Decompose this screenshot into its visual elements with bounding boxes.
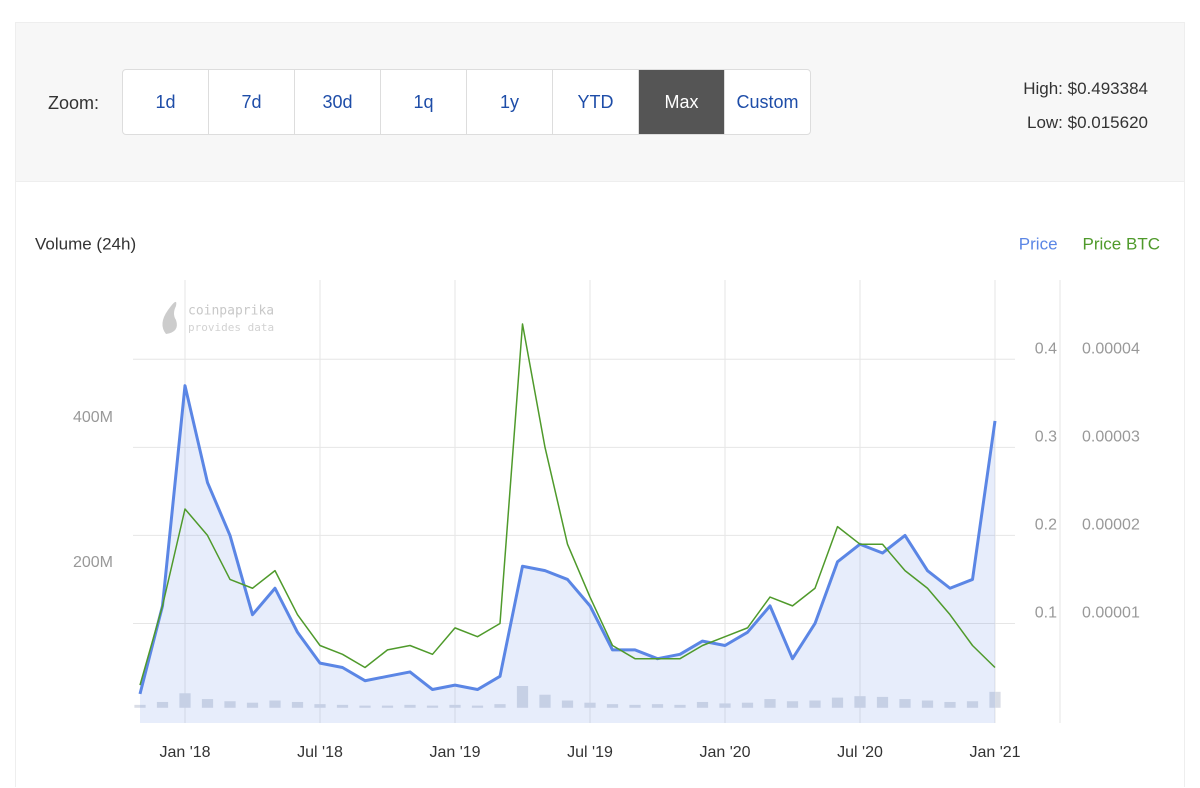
price-area [140,385,995,723]
volume-bar [449,704,461,708]
volume-bar [989,691,1001,708]
grid [133,280,1015,723]
x-tick-label: Jan '18 [159,744,210,761]
x-tick-label: Jul '20 [837,744,883,761]
volume-bar [899,699,911,708]
volume-bar [584,702,596,708]
y2-tick-label: 0.2 [1035,517,1057,534]
volume-bar [764,699,776,708]
volume-bar [786,701,799,708]
volume-bar [179,693,191,708]
y3-tick-label: 0.00003 [1082,429,1140,446]
volume-bar [246,702,259,708]
volume-bar [404,704,416,708]
y2-tick-label: 0.1 [1035,605,1057,622]
volume-bar [516,686,529,708]
watermark [162,301,177,334]
watermark-text: coinpaprika [188,304,274,319]
x-tick-label: Jan '21 [969,744,1020,761]
volume-bar [314,704,326,708]
volume-bar [426,705,439,708]
zoom-button[interactable]: 30d [295,70,381,134]
card: Zoom: 1d 7d 30d 1q 1y YTD Max Custom High: $0.4… [15,22,1185,787]
watermark-text: provides data [188,321,274,334]
zoom-label: Zoom: [48,93,100,113]
volume-bar [719,703,731,708]
volume-bar [494,704,506,708]
x-tick-label: Jan '19 [429,744,480,761]
volume-bar [224,701,236,708]
y2-tick-label: 0.4 [1035,340,1057,357]
zoom-button[interactable]: 1y [467,70,553,134]
price-line [138,384,997,695]
zoom-button[interactable]: 1d [123,70,209,134]
watermark-logo [162,301,177,334]
legend-item: Price BTC [1083,234,1160,253]
volume-bar [696,701,709,708]
volume-bar [944,701,956,708]
volume-bar [134,704,146,708]
y3-tick-label: 0.00002 [1082,517,1140,534]
low: Low: $0.015620 [1027,113,1148,132]
legend-item: Price [1019,234,1058,253]
volume-bar [629,704,641,708]
volume-bar [606,704,619,708]
high: High: $0.493384 [1023,79,1148,98]
y3-tick-label: 0.00001 [1082,605,1140,622]
volume-bar [561,700,574,708]
volume-bar [876,696,889,708]
volume-bar [809,700,821,708]
volume-bar [966,701,979,708]
y-tick-label: 200M [73,554,113,571]
y2-tick-label: 0.3 [1035,429,1057,446]
volume-bar [471,705,484,708]
zoom-button[interactable]: Max [639,70,725,134]
volume-bar [539,694,551,708]
volume-bar [291,701,304,708]
volume-bar [921,700,934,708]
x-tick-label: Jul '19 [567,744,613,761]
y3-tick-label: 0.00004 [1082,340,1140,357]
zoom-button[interactable]: 1q [381,70,467,134]
btc-line [139,323,996,686]
volume-bar [269,700,281,708]
volume-bar [854,696,866,708]
zoom-button[interactable]: YTD [553,70,639,134]
volume-bar [156,701,169,708]
y-tick-label: 400M [73,409,113,426]
volume-bar [381,705,394,708]
zoom-buttons: 1d 7d 30d 1q 1y YTD Max Custom [122,69,811,135]
axis-title: Volume (24h) [35,234,136,253]
zoom-button[interactable]: Custom [736,92,799,112]
volume-bar [831,697,844,708]
volume-bar [336,704,349,708]
volume-bar [674,704,686,708]
volume-bar [359,705,371,708]
volume-bar [741,702,754,708]
x-tick-label: Jul '18 [297,744,343,761]
x-tick-label: Jan '20 [699,744,750,761]
volume-bar [651,704,664,708]
volume-bar [201,699,214,708]
toolbar: Zoom: 1d 7d 30d 1q 1y YTD Max Custom High: $0.4… [16,23,1184,182]
zoom-button[interactable]: 7d [209,70,295,134]
